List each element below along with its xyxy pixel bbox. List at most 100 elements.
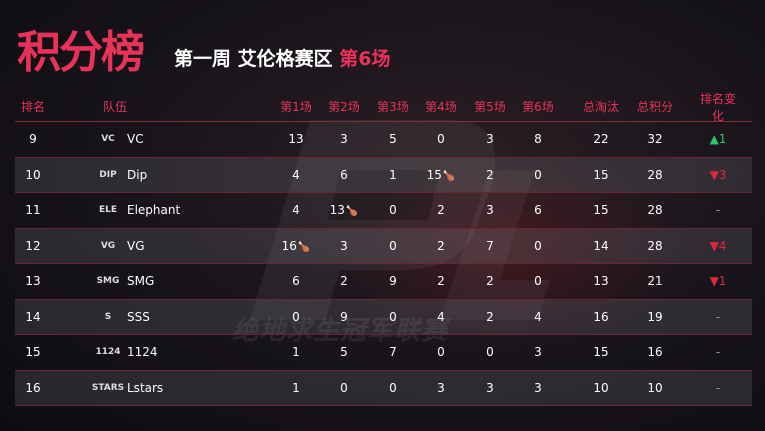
total-points-cell: 32 xyxy=(647,132,663,147)
game-score-cell: 13🍗 xyxy=(324,203,364,217)
team-logo: ELE xyxy=(98,205,118,216)
game-score-cell: 3 xyxy=(324,239,364,253)
game-score: 7 xyxy=(486,238,494,253)
page-title: 积分榜 xyxy=(17,27,145,78)
background-glow xyxy=(330,150,690,350)
game-score-cell: 3 xyxy=(470,381,510,395)
rank-cell: 15 xyxy=(25,345,41,360)
total-elims-cell: 10 xyxy=(593,380,609,395)
total-points-cell: 10 xyxy=(647,380,663,395)
game-score: 3 xyxy=(534,345,542,360)
rank-change-cell: ▼1 xyxy=(709,274,727,289)
total-points-cell: 21 xyxy=(647,274,663,289)
team-name: SMG xyxy=(127,274,155,289)
column-header: 总积分 xyxy=(636,100,673,114)
game-score: 2 xyxy=(486,167,494,182)
game-score: 7 xyxy=(389,345,397,360)
game-score: 4 xyxy=(292,167,300,182)
rank-change-cell: ▼3 xyxy=(709,167,727,182)
rank-change-cell: ▲1 xyxy=(709,132,727,147)
rank-cell: 13 xyxy=(25,274,41,289)
game-score-cell: 0 xyxy=(470,345,510,359)
team-name: 1124 xyxy=(127,345,158,360)
game-score: 1 xyxy=(389,167,397,182)
subtitle-week-region: 第一周 艾伦格赛区 xyxy=(174,48,340,70)
rank-cell: 9 xyxy=(29,132,37,147)
table-row: 15 1124 1124 1 5 7 0 0 3 15 16- xyxy=(15,335,752,371)
game-score: 0 xyxy=(389,203,397,218)
team-name: Elephant xyxy=(127,203,181,218)
game-score: 4 xyxy=(534,309,542,324)
team-name: Dip xyxy=(127,167,148,182)
team-logo: VC xyxy=(101,134,115,145)
team-logo: S xyxy=(104,311,112,322)
chicken-dinner-icon: 🍗 xyxy=(297,241,311,253)
game-score: 0 xyxy=(292,309,300,324)
team-cell: DIP Dip xyxy=(95,163,147,187)
total-points-cell: 19 xyxy=(647,309,663,324)
page-subtitle: 第一周 艾伦格赛区 第6场 xyxy=(174,44,390,71)
total-elims-cell: 14 xyxy=(593,238,609,253)
game-score-cell: 0 xyxy=(518,239,558,253)
team-logo: DIP xyxy=(99,169,117,180)
game-score-cell: 1 xyxy=(276,381,316,395)
game-score-cell: 1 xyxy=(276,345,316,359)
game-score: 0 xyxy=(437,345,445,360)
total-points-cell: 28 xyxy=(647,167,663,182)
rank-change-cell: - xyxy=(715,380,721,395)
game-score: 1 xyxy=(292,380,300,395)
table-row: 14 S SSS 0 9 0 4 2 4 16 19- xyxy=(15,299,752,335)
pcl-watermark-logo xyxy=(250,120,550,320)
team-logo: STARS xyxy=(91,382,125,393)
game-score-cell: 3 xyxy=(324,132,364,146)
game-score: 2 xyxy=(340,274,348,289)
game-score: 9 xyxy=(389,274,397,289)
game-score-cell: 0 xyxy=(421,132,461,146)
game-score-cell: 1 xyxy=(373,168,413,182)
game-score-cell: 0 xyxy=(373,381,413,395)
table-row: 16 STARS Lstars 1 0 0 3 3 3 10 10- xyxy=(15,370,752,406)
team-cell: STARS Lstars xyxy=(91,376,164,400)
column-header: 第6场 xyxy=(522,100,554,114)
game-score: 2 xyxy=(437,203,445,218)
game-score: 16 xyxy=(281,238,297,253)
chicken-dinner-icon: 🍗 xyxy=(345,206,359,218)
total-points-cell: 28 xyxy=(647,203,663,218)
game-score-cell: 4 xyxy=(276,168,316,182)
table-row: 10 DIP Dip 4 6 1 15🍗 2 0 15 28 ▼3 xyxy=(15,157,752,193)
chicken-dinner-icon: 🍗 xyxy=(442,170,456,182)
total-elims-cell: 15 xyxy=(593,203,609,218)
game-score-cell: 2 xyxy=(470,168,510,182)
team-logo: SMG xyxy=(96,276,120,287)
rank-cell: 10 xyxy=(25,167,41,182)
column-header: 第4场 xyxy=(425,100,457,114)
column-header: 第1场 xyxy=(280,100,312,114)
rank-change-cell: - xyxy=(715,345,721,360)
game-score-cell: 3 xyxy=(518,381,558,395)
total-elims-cell: 13 xyxy=(593,274,609,289)
table-row: 9 VC VC 13 3 5 0 3 8 22 32 ▲1 xyxy=(15,122,752,158)
game-score-cell: 8 xyxy=(518,132,558,146)
standings-table: 排名 队伍 第1场 第2场 第3场 第4场 第5场 第6场 总淘汰 总积分 排名变化 9 VC VC 13… xyxy=(15,92,752,406)
game-score-cell: 0 xyxy=(373,310,413,324)
team-cell: ELE Elephant xyxy=(95,198,180,222)
rank-change-cell: ▼4 xyxy=(709,238,727,253)
game-score: 0 xyxy=(534,167,542,182)
team-cell: S SSS xyxy=(95,305,150,329)
game-score-cell: 5 xyxy=(373,132,413,146)
team-cell: VC VC xyxy=(95,127,143,151)
game-score: 13 xyxy=(329,203,345,218)
game-score-cell: 15🍗 xyxy=(421,168,461,182)
game-score-cell: 6 xyxy=(324,168,364,182)
column-header: 第2场 xyxy=(328,100,360,114)
column-header: 总淘汰 xyxy=(582,100,619,114)
watermark-text: 绝地求生冠军联赛 xyxy=(232,316,449,346)
team-name: Lstars xyxy=(127,380,164,395)
column-header: 队伍 xyxy=(102,100,127,114)
game-score-cell: 2 xyxy=(470,274,510,288)
team-cell: VG VG xyxy=(95,234,145,258)
game-score-cell: 3 xyxy=(470,132,510,146)
game-score: 2 xyxy=(437,238,445,253)
game-score-cell: 3 xyxy=(518,345,558,359)
game-score-cell: 0 xyxy=(324,381,364,395)
